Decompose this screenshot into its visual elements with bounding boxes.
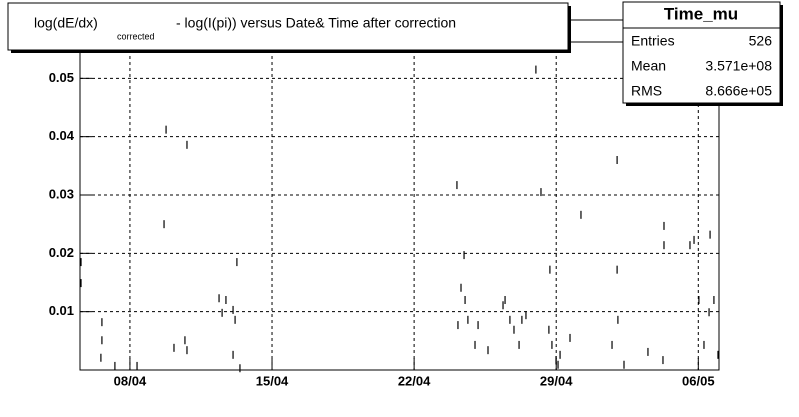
x-tick-label: 22/04 [398,373,431,388]
title-box [7,2,569,51]
stats-value: 8.666e+05 [705,83,772,99]
plot-area [80,20,719,373]
stats-value: 3.571e+08 [705,58,772,74]
y-tick-label: 0.01 [49,303,74,318]
stats-rows: Entries 526 Mean 3.571e+08 RMS 8.666e+05 [631,33,772,99]
y-tick-label: 0.04 [49,128,75,143]
stats-title: Time_mu [664,4,738,23]
stats-box [622,1,781,104]
title-main: log(dE/dx) [34,15,98,31]
x-tick-label: 15/04 [256,373,289,388]
y-tick-label: 0.03 [49,186,74,201]
stats-label: Mean [631,58,666,74]
title-subscript: corrected [117,31,155,41]
x-tick-label: 29/04 [540,373,573,388]
stats-label: Entries [631,33,675,49]
y-tick-label: 0.05 [49,70,74,85]
stats-label: RMS [631,83,662,99]
y-tick-label: 0.02 [49,245,74,260]
x-tick-label: 06/05 [682,373,715,388]
stats-value: 526 [749,33,773,49]
x-tick-label: 08/04 [114,373,147,388]
title-rest: - log(I(pi)) versus Date& Time after cor… [176,15,456,31]
